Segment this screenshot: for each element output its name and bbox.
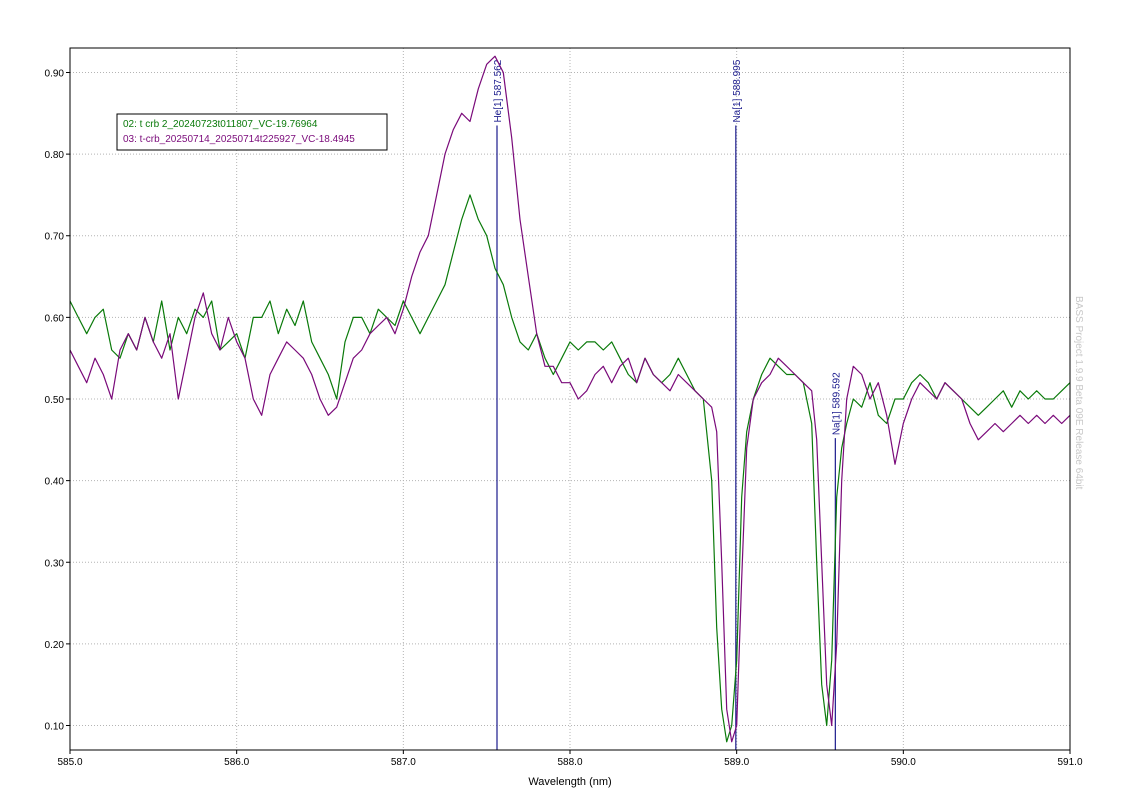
y-tick-label: 0.20 [45, 640, 65, 651]
legend-box [116, 113, 388, 151]
y-tick-label: 0.40 [45, 477, 65, 488]
y-tick-label: 0.90 [45, 68, 65, 79]
x-tick-label: 585.0 [57, 757, 82, 768]
series-line-3 [69, 55, 1071, 743]
x-tick-label: 588.0 [557, 757, 582, 768]
x-tick-label: 591.0 [1057, 757, 1082, 768]
x-tick-label: 587.0 [391, 757, 416, 768]
y-tick-label: 0.80 [45, 150, 65, 161]
spectral-line-label: Na[1] 588.995 [732, 59, 743, 122]
y-tick-label: 0.70 [45, 232, 65, 243]
spectral-line-label: Na[1] 589.592 [831, 372, 842, 435]
y-tick-label: 0.50 [45, 395, 65, 406]
y-tick-label: 0.10 [45, 722, 65, 733]
x-tick-label: 586.0 [224, 757, 249, 768]
x-axis-label: Wavelength (nm) [528, 776, 611, 788]
x-tick-label: 590.0 [891, 757, 916, 768]
y-tick-label: 0.30 [45, 558, 65, 569]
watermark: BASS Project 1.9.9 Beta 09E Release 64bi… [1073, 296, 1084, 490]
legend-entry: 02: t crb 2_20240723t011807_VC-19.76964 [123, 119, 318, 130]
legend-entry: 03: t-crb_20250714_20250714t225927_VC-18… [123, 134, 355, 145]
y-tick-label: 0.60 [45, 313, 65, 324]
x-tick-label: 589.0 [724, 757, 749, 768]
spectral-line-label: He[1] 587.562 [493, 59, 504, 122]
